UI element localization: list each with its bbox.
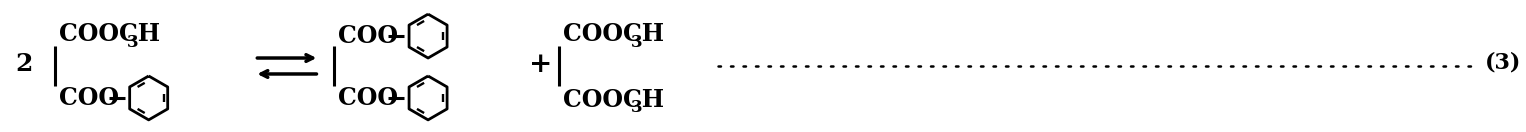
Text: COO: COO: [60, 86, 119, 110]
Text: COO: COO: [339, 24, 398, 48]
Text: 3: 3: [630, 34, 642, 51]
Text: +: +: [530, 51, 552, 77]
Text: 3: 3: [630, 99, 642, 116]
Text: COOCH: COOCH: [563, 88, 664, 112]
Text: (3): (3): [1485, 51, 1521, 73]
Text: 2: 2: [15, 52, 32, 76]
Text: COO: COO: [339, 86, 398, 110]
Text: 3: 3: [127, 34, 139, 51]
Text: COOCH: COOCH: [60, 22, 160, 46]
Text: COOCH: COOCH: [563, 22, 664, 46]
